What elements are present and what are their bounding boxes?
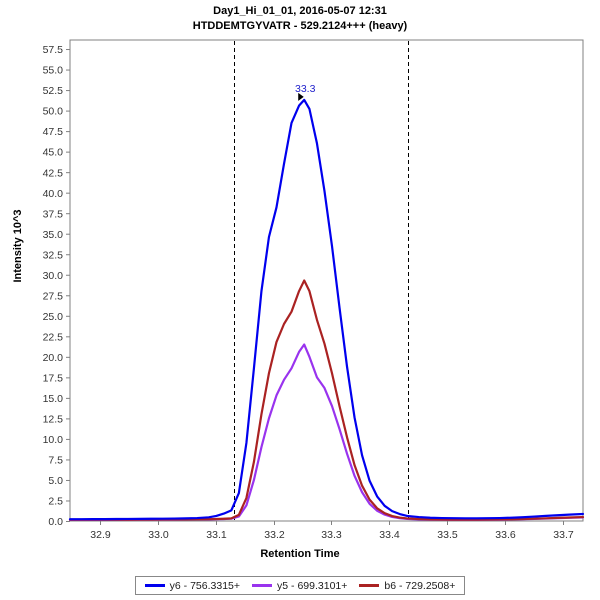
y-axis-tick-label: 15.0 <box>43 393 64 405</box>
y-axis-tick-label: 32.5 <box>43 249 64 261</box>
series-line-y5[interactable] <box>68 343 585 521</box>
y-axis-tick-label: 20.0 <box>43 352 64 364</box>
series-line-y6[interactable] <box>68 98 585 521</box>
y-axis-tick-label: 42.5 <box>43 167 64 179</box>
y-axis-tick-label: 57.5 <box>43 44 64 56</box>
legend-item-b6[interactable]: b6 - 729.2508+ <box>359 580 455 592</box>
plot-frame <box>69 39 584 522</box>
y-axis-tick-label: 47.5 <box>43 126 64 138</box>
y-axis-tick-label: 7.5 <box>48 455 63 467</box>
y-axis-tick-label: 25.0 <box>43 311 64 323</box>
y-axis-tick-label: 27.5 <box>43 290 64 302</box>
y-axis-tick-label: 45.0 <box>43 147 64 159</box>
legend-color-swatch <box>252 584 273 587</box>
y-axis-tick-label: 17.5 <box>43 372 64 384</box>
x-axis-label: Retention Time <box>260 548 340 560</box>
chart-subtitle: HTDDEMTGYVATR - 529.2124+++ (heavy) <box>192 20 408 32</box>
legend-label: y6 - 756.3315+ <box>169 579 241 592</box>
y-axis-tick-label: 12.5 <box>43 413 64 425</box>
x-axis-tick-label: 33.6 <box>495 529 516 541</box>
peak-retention-time-label: 33.3 <box>295 83 316 95</box>
y-axis-tick-label: 50.0 <box>43 106 64 118</box>
x-axis-tick-label: 33.3 <box>321 529 342 541</box>
legend-color-swatch <box>144 584 165 587</box>
y-axis-tick-label: 22.5 <box>43 331 64 343</box>
legend-item-y6[interactable]: y6 - 756.3315+ <box>144 579 241 592</box>
y-axis-tick-label: 5.0 <box>48 475 63 487</box>
legend-item-y5[interactable]: y5 - 699.3101+ <box>252 580 347 592</box>
legend-label: b6 - 729.2508+ <box>384 579 456 592</box>
x-axis-tick-label: 33.5 <box>437 529 458 541</box>
y-axis-tick-label: 0.0 <box>48 516 63 528</box>
y-axis-tick-label: 55.0 <box>43 65 64 77</box>
x-axis-tick-label: 33.0 <box>148 529 169 541</box>
page-title: Day1_Hi_01_01, 2016-05-07 12:31 <box>213 5 387 17</box>
chart-title-block: Day1_Hi_01_01, 2016-05-07 12:31 HTDDEMTG… <box>0 4 600 34</box>
y-axis-tick-label: 40.0 <box>43 188 64 200</box>
y-axis-tick-label: 37.5 <box>43 208 64 220</box>
y-axis-tick-label: 35.0 <box>43 229 64 241</box>
chart-legend: y6 - 756.3315+ y5 - 699.3101+ b6 - 729.250… <box>135 576 465 595</box>
series-line-b6[interactable] <box>68 279 585 521</box>
x-axis-tick-label: 33.7 <box>553 529 574 541</box>
legend-color-swatch <box>359 584 380 587</box>
legend-label: y5 - 699.3101+ <box>277 579 348 592</box>
x-axis-tick-label: 32.9 <box>90 529 111 541</box>
y-axis-tick-label: 2.5 <box>48 496 63 508</box>
y-axis-tick-label: 10.0 <box>43 434 64 446</box>
x-axis-tick-label: 33.4 <box>379 529 400 541</box>
y-axis-tick-label: 52.5 <box>43 85 64 97</box>
y-axis-tick-label: 30.0 <box>43 270 64 282</box>
peak-marker-triangle-icon[interactable] <box>298 92 304 101</box>
x-axis-tick-label: 33.1 <box>206 529 227 541</box>
x-axis-tick-label: 33.2 <box>264 529 285 541</box>
